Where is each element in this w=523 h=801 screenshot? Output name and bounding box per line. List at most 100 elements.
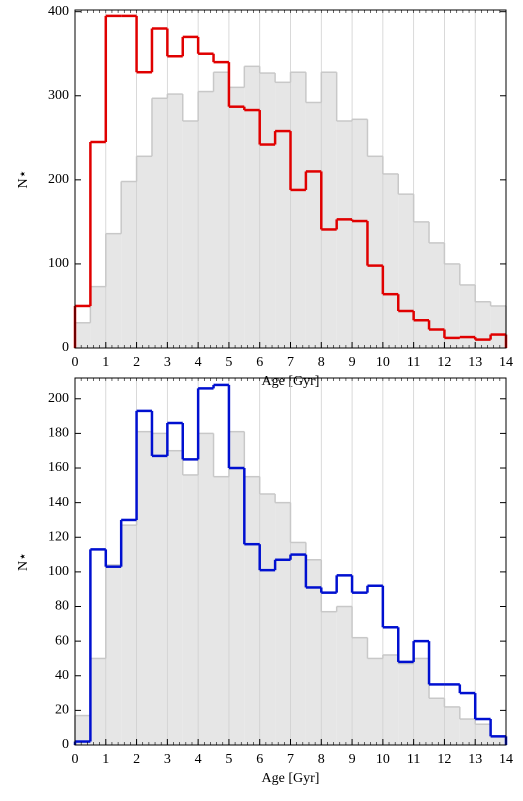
histogram-bar (459, 284, 476, 348)
x-tick-label: 7 (287, 355, 294, 370)
x-tick-label: 8 (318, 752, 325, 767)
x-tick-label: 1 (102, 752, 109, 767)
histogram-bar (121, 181, 137, 348)
histogram-bar (198, 91, 214, 348)
y-tick-label: 40 (55, 668, 69, 683)
x-tick-label: 11 (407, 355, 420, 370)
histogram-bar (182, 474, 199, 745)
y-axis-label: N⋆ (16, 170, 31, 189)
y-tick-label: 200 (48, 391, 69, 406)
histogram-bar (305, 102, 322, 348)
histogram-bar (213, 476, 229, 745)
histogram-bar (244, 476, 260, 745)
x-tick-label: 9 (349, 752, 356, 767)
histogram-bar (167, 450, 183, 745)
y-tick-label: 140 (48, 495, 69, 510)
y-tick-label: 80 (55, 599, 69, 614)
x-tick-label: 12 (437, 752, 451, 767)
histogram-bar (259, 73, 276, 349)
y-tick-label: 100 (48, 256, 69, 271)
histogram-bar (367, 156, 383, 348)
histogram-bar (182, 120, 199, 348)
x-tick-label: 6 (256, 752, 263, 767)
x-tick-label: 12 (437, 355, 451, 370)
histogram-bar (413, 221, 430, 348)
histogram-bar (121, 525, 137, 745)
histogram-bar (429, 242, 445, 348)
x-tick-label: 6 (256, 355, 263, 370)
histogram-bar (151, 98, 168, 348)
y-tick-label: 20 (55, 703, 69, 718)
histogram-bar (228, 87, 245, 348)
histogram-bar (475, 724, 491, 745)
histogram-bar (382, 654, 399, 745)
x-axis-label: Age [Gyr] (262, 771, 320, 786)
histogram-bar (213, 72, 229, 348)
x-tick-label: 2 (133, 355, 140, 370)
x-tick-label: 13 (468, 752, 482, 767)
x-tick-label: 3 (164, 355, 171, 370)
histogram-bar (75, 322, 91, 348)
histogram-bar (244, 66, 260, 348)
histogram-bar (275, 502, 291, 745)
histogram-bar (75, 715, 91, 745)
x-tick-label: 10 (376, 355, 390, 370)
y-tick-label: 100 (48, 564, 69, 579)
histogram-bar (136, 156, 152, 348)
histogram-bar (336, 606, 353, 745)
histogram-bar (429, 698, 445, 745)
histogram-bar (459, 719, 476, 745)
y-tick-label: 400 (48, 4, 69, 19)
x-tick-label: 13 (468, 355, 482, 370)
histogram-bar (305, 559, 322, 745)
x-tick-label: 11 (407, 752, 420, 767)
y-tick-label: 200 (48, 172, 69, 187)
x-tick-label: 5 (225, 752, 232, 767)
histogram-bar (90, 658, 106, 745)
histogram-bar (136, 431, 152, 745)
histogram-bar (336, 120, 353, 348)
x-tick-label: 3 (164, 752, 171, 767)
histogram-bar (151, 433, 168, 745)
x-tick-label: 8 (318, 355, 325, 370)
histogram-bar (413, 658, 430, 745)
histogram-bar (105, 564, 122, 745)
x-tick-label: 9 (349, 355, 356, 370)
histogram-bar (352, 119, 368, 348)
y-tick-label: 180 (48, 426, 69, 441)
histogram-bar (259, 493, 276, 745)
x-tick-label: 7 (287, 752, 294, 767)
histogram-bar (444, 263, 460, 348)
histogram-bar (167, 94, 183, 348)
x-tick-label: 14 (499, 355, 513, 370)
x-tick-label: 10 (376, 752, 390, 767)
histogram-bar (444, 706, 460, 745)
x-tick-label: 2 (133, 752, 140, 767)
histogram-bar (90, 286, 106, 348)
y-tick-label: 60 (55, 633, 69, 648)
y-tick-label: 120 (48, 529, 69, 544)
y-tick-label: 160 (48, 460, 69, 475)
y-tick-label: 0 (62, 737, 69, 752)
histogram-bar (398, 194, 414, 348)
y-tick-label: 0 (62, 340, 69, 355)
histogram-bar (398, 663, 414, 745)
histogram-bar (367, 658, 383, 745)
histogram-bar (321, 72, 337, 348)
histogram-bar (290, 542, 306, 745)
histogram-bar (105, 233, 122, 348)
y-axis-label: N⋆ (16, 552, 31, 571)
x-tick-label: 14 (499, 752, 513, 767)
histogram-bar (321, 611, 337, 745)
y-tick-label: 300 (48, 88, 69, 103)
x-tick-label: 4 (195, 752, 202, 767)
histogram-bar (382, 173, 399, 348)
x-tick-label: 0 (72, 355, 79, 370)
histogram-bar (490, 305, 506, 348)
x-tick-label: 0 (72, 752, 79, 767)
histogram-bar (290, 72, 306, 348)
histogram-bar (275, 82, 291, 348)
histogram-bar (475, 301, 491, 348)
histogram-bar (228, 431, 245, 745)
